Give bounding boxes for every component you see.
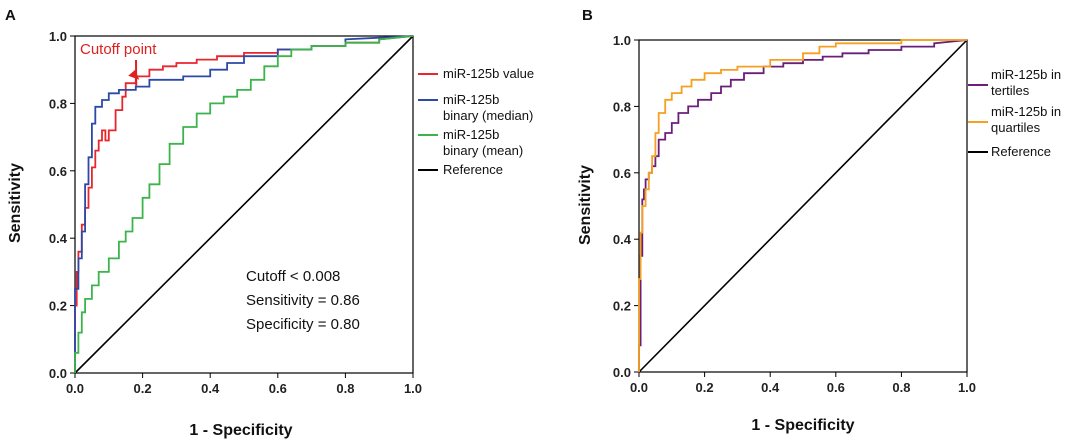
panel-a-y-tick-label: 0.0 xyxy=(49,366,67,381)
panel-b-y-tick-label: 0.0 xyxy=(613,365,631,380)
legend-label-median-1: miR-125b xyxy=(443,92,499,107)
annotation-specificity: Specificity = 0.80 xyxy=(246,316,360,333)
cutoff-arrow-head xyxy=(128,69,140,80)
panel-a-legend: miR-125b value miR-125b binary (median) … xyxy=(418,66,534,177)
panel-b-x-axis-label: 1 - Specificity xyxy=(751,417,854,434)
legend-label-tertiles-1: miR-125b in xyxy=(991,67,1061,82)
legend-label-median-2: binary (median) xyxy=(443,108,533,123)
panel-b-y-tick-label: 0.8 xyxy=(613,99,631,114)
legend-label-mean-2: binary (mean) xyxy=(443,143,523,158)
annotation-cutoff-value: Cutoff < 0.008 xyxy=(246,268,340,285)
panel-a-y-tick-label: 0.8 xyxy=(49,96,67,111)
panel-a-y-tick-label: 0.6 xyxy=(49,164,67,179)
panel-a-series-mir-125b-binary-median xyxy=(74,35,414,373)
panel-a-plot: 0.0 0.2 0.4 0.6 0.8 1.0 0.0 0.2 0.4 0.6 0.8 1.0 xyxy=(49,29,422,396)
panel-a-x-tick-label: 0.4 xyxy=(201,381,220,396)
panel-a-x-tick-label: 0.6 xyxy=(269,381,287,396)
panel-a-y-axis-label: Sensitivity xyxy=(7,163,24,243)
legend-label-reference: Reference xyxy=(443,162,503,177)
panel-a-y-tick-label: 0.2 xyxy=(49,299,67,314)
panel-b-plot-frame xyxy=(638,39,968,373)
panel-a-x-axis-label: 1 - Specificity xyxy=(189,422,292,439)
panel-a-x-tick-label: 0.8 xyxy=(336,381,354,396)
panel-b-y-tick-label: 0.4 xyxy=(613,232,632,247)
panel-b-y-tick-label: 0.2 xyxy=(613,299,631,314)
panel-a-x-tick-label: 0.0 xyxy=(66,381,84,396)
panel-b-legend: miR-125b in tertiles miR-125b in quartil… xyxy=(968,67,1061,159)
cutoff-arrow xyxy=(128,59,140,86)
legend-label-value: miR-125b value xyxy=(443,66,534,81)
panel-b-x-tick-label: 0.4 xyxy=(761,380,780,395)
panel-a-y-tick-label: 0.4 xyxy=(49,231,68,246)
legend-label-quartiles-2: quartiles xyxy=(991,120,1041,135)
panel-b-x-tick-label: 0.2 xyxy=(696,380,714,395)
panel-a-y-tick-label: 1.0 xyxy=(49,29,67,44)
panel-b-series-mir-125b-in-tertiles xyxy=(638,39,968,372)
panel-b-series-reference xyxy=(638,39,968,373)
legend-label-quartiles-1: miR-125b in xyxy=(991,104,1061,119)
panel-b-x-tick-label: 0.6 xyxy=(827,380,845,395)
panel-b-y-tick-label: 0.6 xyxy=(613,166,631,181)
panel-a-letter: A xyxy=(5,7,16,24)
panel-b-y-tick-label: 1.0 xyxy=(613,33,631,48)
panel-a-plot-frame xyxy=(74,35,414,374)
legend-label-tertiles-2: tertiles xyxy=(991,83,1030,98)
panel-b-x-tick-label: 1.0 xyxy=(958,380,976,395)
panel-b-letter: B xyxy=(582,7,593,24)
panel-a-series-reference xyxy=(74,35,414,374)
panel-a-x-tick-label: 1.0 xyxy=(404,381,422,396)
legend-label-mean-1: miR-125b xyxy=(443,127,499,142)
panel-a-series-mir-125b-binary-mean xyxy=(74,35,414,373)
annotation-sensitivity: Sensitivity = 0.86 xyxy=(246,292,360,309)
panel-b-x-tick-label: 0.8 xyxy=(892,380,910,395)
panel-b-plot: 0.0 0.2 0.4 0.6 0.8 1.0 0.0 0.2 0.4 0.6 0.8 1.0 xyxy=(613,33,976,395)
panel-a-x-tick-label: 0.2 xyxy=(134,381,152,396)
panel-b-y-axis-label: Sensitivity xyxy=(577,165,594,245)
legend-label-reference-b: Reference xyxy=(991,144,1051,159)
panel-b-x-tick-label: 0.0 xyxy=(630,380,648,395)
panel-b-series-mir-125b-in-quartiles xyxy=(638,39,967,372)
cutoff-point-label: Cutoff point xyxy=(80,41,157,58)
